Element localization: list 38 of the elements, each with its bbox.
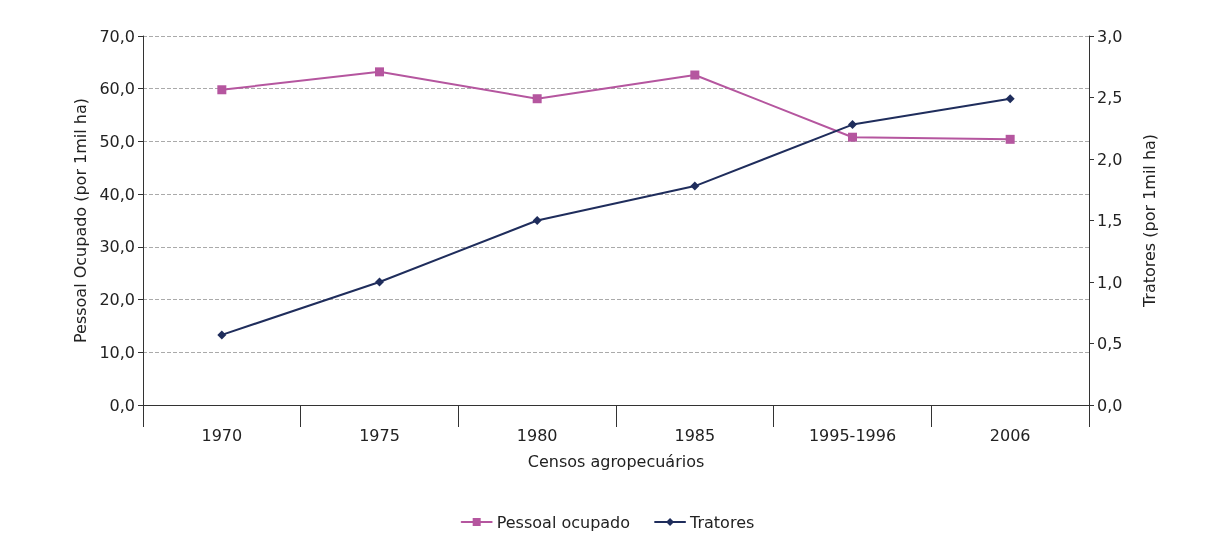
y-tick-label: 60,0 xyxy=(99,79,135,99)
y2-axis-title: Tratores (por 1mil ha) xyxy=(1139,133,1159,309)
x-tick-label: 1980 xyxy=(516,425,558,445)
point xyxy=(532,94,542,104)
point xyxy=(848,120,857,130)
x-axis-title: Censos agropecuários xyxy=(527,451,705,471)
point xyxy=(690,70,700,80)
y2-tick-label: 1,0 xyxy=(1097,272,1123,292)
point xyxy=(217,85,227,95)
legend-label: Tratores xyxy=(689,512,755,532)
y-tick-label: 0,0 xyxy=(109,395,135,415)
point xyxy=(690,181,700,191)
point xyxy=(217,330,227,340)
point xyxy=(1005,134,1015,144)
y-axis-title: Pessoal Ocupado (por 1mil ha) xyxy=(70,97,90,344)
y2-tick-label: 2,0 xyxy=(1097,149,1123,169)
x-tick-label: 1995-1996 xyxy=(808,425,897,445)
y2-tick-label: 0,0 xyxy=(1097,395,1123,415)
y-tick-label: 30,0 xyxy=(99,237,135,257)
y2-tick-label: 2,5 xyxy=(1097,88,1123,107)
x-tick-label: 2006 xyxy=(989,425,1031,445)
y-tick-label: 40,0 xyxy=(99,184,135,204)
point xyxy=(1005,94,1015,104)
y2-tick-label: 0,5 xyxy=(1097,334,1123,353)
x-tick-label: 1970 xyxy=(201,425,243,445)
y-tick-label: 70,0 xyxy=(99,26,135,46)
y-tick-label: 50,0 xyxy=(99,131,135,151)
x-tick-label: 1975 xyxy=(359,425,400,445)
legend-label: Pessoal ocupado xyxy=(496,512,631,532)
y-tick-label: 10,0 xyxy=(99,342,135,362)
y-tick-label: 20,0 xyxy=(99,290,135,310)
point xyxy=(375,277,384,287)
point xyxy=(848,132,857,142)
y2-tick-label: 1,5 xyxy=(1097,211,1123,230)
x-tick-label: 1985 xyxy=(674,425,716,445)
y2-tick-label: 3,0 xyxy=(1097,26,1123,46)
point xyxy=(532,216,542,225)
point xyxy=(375,67,384,77)
